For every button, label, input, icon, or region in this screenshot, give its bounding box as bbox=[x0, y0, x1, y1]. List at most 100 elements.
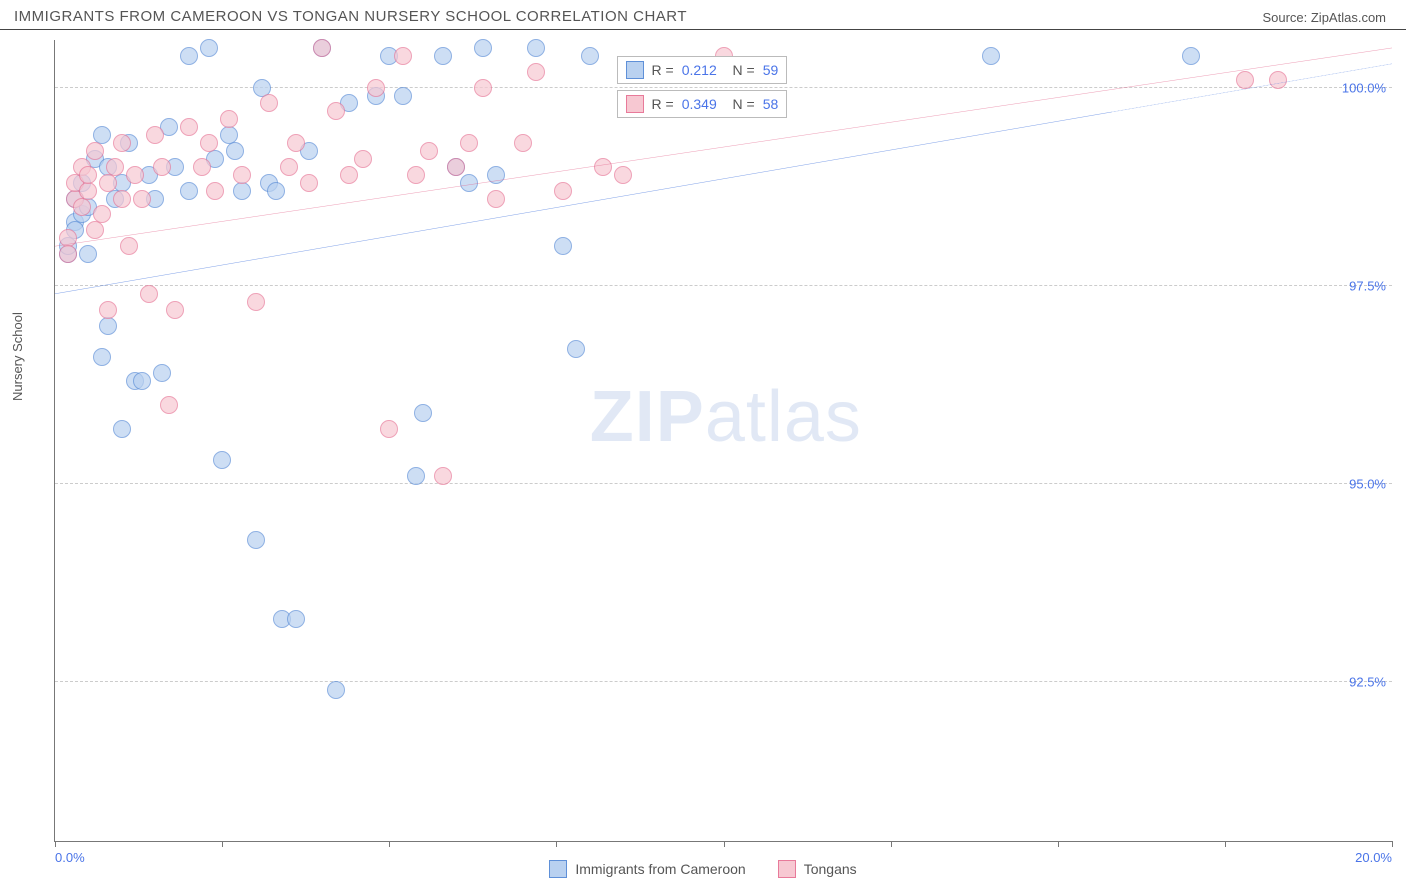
stat-n-label: N = bbox=[725, 96, 755, 112]
stat-n-label: N = bbox=[725, 62, 755, 78]
scatter-point bbox=[126, 166, 144, 184]
scatter-point bbox=[260, 94, 278, 112]
scatter-point bbox=[434, 467, 452, 485]
scatter-point bbox=[554, 237, 572, 255]
scatter-point bbox=[113, 134, 131, 152]
ytick-label: 92.5% bbox=[1349, 675, 1386, 690]
chart-source: Source: ZipAtlas.com bbox=[1262, 10, 1386, 25]
scatter-point bbox=[527, 63, 545, 81]
plot-area: ZIPatlas 92.5%95.0%97.5%100.0%0.0%20.0%R… bbox=[54, 40, 1392, 842]
xtick bbox=[724, 841, 725, 847]
stat-box: R = 0.212 N = 59 bbox=[617, 56, 788, 84]
scatter-point bbox=[247, 531, 265, 549]
scatter-point bbox=[213, 451, 231, 469]
stat-r-value: 0.212 bbox=[682, 62, 717, 78]
scatter-point bbox=[79, 182, 97, 200]
scatter-point bbox=[280, 158, 298, 176]
scatter-point bbox=[287, 610, 305, 628]
scatter-point bbox=[313, 39, 331, 57]
scatter-point bbox=[247, 293, 265, 311]
scatter-point bbox=[99, 317, 117, 335]
scatter-point bbox=[394, 87, 412, 105]
watermark-rest: atlas bbox=[705, 377, 862, 457]
scatter-point bbox=[79, 166, 97, 184]
scatter-point bbox=[220, 110, 238, 128]
chart-title: IMMIGRANTS FROM CAMEROON VS TONGAN NURSE… bbox=[14, 8, 687, 25]
scatter-point bbox=[287, 134, 305, 152]
scatter-point bbox=[180, 118, 198, 136]
scatter-point bbox=[160, 396, 178, 414]
scatter-point bbox=[982, 47, 1000, 65]
xtick bbox=[1058, 841, 1059, 847]
scatter-point bbox=[193, 158, 211, 176]
chart-area: Nursery School ZIPatlas 92.5%95.0%97.5%1… bbox=[14, 40, 1392, 842]
scatter-point bbox=[180, 47, 198, 65]
legend: Immigrants from Cameroon Tongans bbox=[0, 860, 1406, 878]
scatter-point bbox=[153, 364, 171, 382]
scatter-point bbox=[594, 158, 612, 176]
scatter-point bbox=[460, 134, 478, 152]
legend-item: Immigrants from Cameroon bbox=[549, 860, 745, 878]
xtick bbox=[1392, 841, 1393, 847]
scatter-point bbox=[327, 681, 345, 699]
scatter-point bbox=[487, 166, 505, 184]
xtick bbox=[222, 841, 223, 847]
gridline-h bbox=[55, 285, 1392, 286]
legend-swatch bbox=[778, 860, 796, 878]
scatter-point bbox=[133, 372, 151, 390]
scatter-point bbox=[581, 47, 599, 65]
scatter-point bbox=[300, 174, 318, 192]
scatter-point bbox=[106, 158, 124, 176]
scatter-point bbox=[474, 79, 492, 97]
scatter-point bbox=[180, 182, 198, 200]
scatter-point bbox=[86, 142, 104, 160]
legend-label: Immigrants from Cameroon bbox=[575, 861, 745, 877]
scatter-point bbox=[233, 182, 251, 200]
trend-lines bbox=[55, 40, 1392, 841]
scatter-point bbox=[327, 102, 345, 120]
scatter-point bbox=[113, 190, 131, 208]
scatter-point bbox=[226, 142, 244, 160]
scatter-point bbox=[166, 301, 184, 319]
scatter-point bbox=[79, 245, 97, 263]
stat-n-value: 59 bbox=[763, 62, 779, 78]
scatter-point bbox=[133, 190, 151, 208]
stat-r-value: 0.349 bbox=[682, 96, 717, 112]
gridline-h bbox=[55, 483, 1392, 484]
scatter-point bbox=[567, 340, 585, 358]
scatter-point bbox=[153, 158, 171, 176]
scatter-point bbox=[420, 142, 438, 160]
stat-swatch bbox=[626, 61, 644, 79]
scatter-point bbox=[146, 126, 164, 144]
scatter-point bbox=[407, 467, 425, 485]
scatter-point bbox=[474, 39, 492, 57]
scatter-point bbox=[394, 47, 412, 65]
scatter-point bbox=[367, 79, 385, 97]
scatter-point bbox=[614, 166, 632, 184]
scatter-point bbox=[447, 158, 465, 176]
scatter-point bbox=[514, 134, 532, 152]
scatter-point bbox=[487, 190, 505, 208]
scatter-point bbox=[1236, 71, 1254, 89]
xtick bbox=[389, 841, 390, 847]
scatter-point bbox=[93, 348, 111, 366]
stat-n-value: 58 bbox=[763, 96, 779, 112]
chart-header: IMMIGRANTS FROM CAMEROON VS TONGAN NURSE… bbox=[0, 0, 1406, 30]
scatter-point bbox=[99, 301, 117, 319]
scatter-point bbox=[86, 221, 104, 239]
scatter-point bbox=[200, 134, 218, 152]
ytick-label: 100.0% bbox=[1342, 80, 1386, 95]
ytick-label: 95.0% bbox=[1349, 477, 1386, 492]
scatter-point bbox=[99, 174, 117, 192]
scatter-point bbox=[113, 420, 131, 438]
xtick bbox=[891, 841, 892, 847]
scatter-point bbox=[73, 198, 91, 216]
stat-box: R = 0.349 N = 58 bbox=[617, 90, 788, 118]
scatter-point bbox=[93, 205, 111, 223]
legend-swatch bbox=[549, 860, 567, 878]
legend-item: Tongans bbox=[778, 860, 857, 878]
legend-label: Tongans bbox=[804, 861, 857, 877]
stat-r-label: R = bbox=[652, 62, 674, 78]
scatter-point bbox=[206, 182, 224, 200]
xtick bbox=[1225, 841, 1226, 847]
